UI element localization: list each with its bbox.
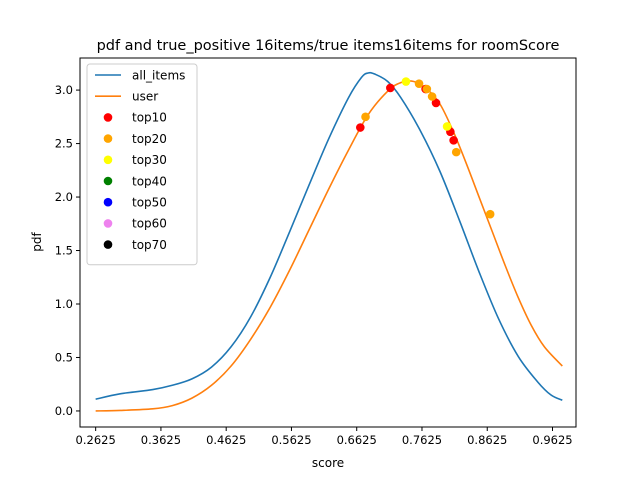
y-tick-label: 2.0 <box>55 190 73 204</box>
x-tick-label: 0.4625 <box>206 433 246 447</box>
x-tick-label: 0.7625 <box>402 433 442 447</box>
legend-box <box>86 63 198 266</box>
x-axis: 0.2625 0.3625 0.4625 0.5625 0.6625 0.7625 0.86… <box>76 427 573 447</box>
x-tick-label: 0.8625 <box>467 433 507 447</box>
plot-frame <box>79 57 577 428</box>
scatter-point-top10 <box>431 98 441 108</box>
scatter-point-top10 <box>356 123 365 132</box>
y-tick-label: 2.5 <box>55 137 73 151</box>
y-tick-label: 0.0 <box>55 404 73 418</box>
legend-label-top70: top70 <box>132 238 167 252</box>
scatter-point-top20 <box>427 92 437 101</box>
legend-label-top10: top10 <box>132 111 167 125</box>
legend-label-top30: top30 <box>132 153 167 167</box>
x-tick-label: 0.9625 <box>532 433 572 447</box>
x-tick-label: 0.6625 <box>337 433 377 447</box>
y-tick-label: 0.5 <box>55 350 73 364</box>
y-axis: 0.0 0.5 1.0 1.5 2.0 2.5 3.0 <box>55 83 80 418</box>
legend-swatch-top50 <box>103 197 113 207</box>
legend-label-all-items: all_items <box>132 68 185 82</box>
legend-label-top60: top60 <box>132 217 167 231</box>
x-axis-label: score <box>312 456 344 470</box>
scatter-point-top20 <box>485 209 495 219</box>
x-tick-label: 0.2625 <box>76 433 116 447</box>
chart-title: pdf and true_positive 16items/true items… <box>97 38 560 54</box>
scatter-point-top20 <box>414 79 424 88</box>
series-line-all-items <box>95 71 563 401</box>
scatter-point-top30 <box>401 77 411 86</box>
legend-label-user: user <box>132 90 158 104</box>
scatter-point-top20 <box>422 84 432 94</box>
plot-area <box>95 71 563 412</box>
y-tick-label: 3.0 <box>55 83 73 97</box>
legend-swatch-top10 <box>103 113 113 122</box>
series-line-user <box>95 80 563 412</box>
legend-swatch-top20 <box>103 134 113 143</box>
scatter-point-top10 <box>449 136 458 145</box>
legend-swatch-top70 <box>103 240 113 249</box>
legend-label-top20: top20 <box>132 132 167 146</box>
x-tick-label: 0.3625 <box>141 433 181 447</box>
scatter-point-top30 <box>442 122 452 131</box>
scatter-point-top20 <box>451 147 461 157</box>
legend-label-top40: top40 <box>132 174 167 188</box>
y-tick-label: 1.0 <box>55 297 73 311</box>
legend-label-top50: top50 <box>132 196 167 210</box>
scatter-point-top10 <box>386 83 395 93</box>
scatter-point-top20 <box>361 112 370 122</box>
y-axis-label: pdf <box>30 232 44 252</box>
x-tick-label: 0.5625 <box>271 433 311 447</box>
legend-swatch-top30 <box>103 155 113 165</box>
legend-swatch-top60 <box>103 219 113 228</box>
legend-swatch-top40 <box>103 176 113 186</box>
y-tick-label: 1.5 <box>55 244 73 258</box>
